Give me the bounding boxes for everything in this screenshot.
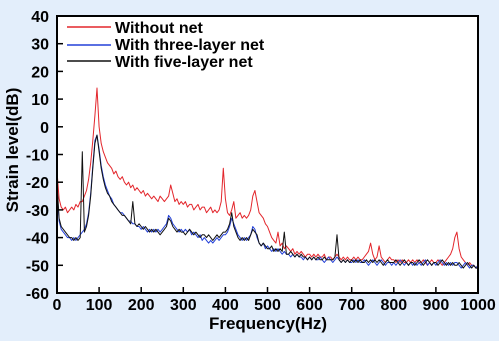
legend: Without net With three-layer net With fi… bbox=[67, 20, 265, 71]
x-tick-label: 1000 bbox=[460, 297, 496, 314]
y-tick-label: -40 bbox=[26, 231, 49, 248]
x-tick-label: 0 bbox=[53, 297, 62, 314]
series-line-without-net bbox=[57, 87, 478, 269]
x-tick-label: 300 bbox=[170, 297, 197, 314]
y-tick-label: -10 bbox=[26, 148, 49, 165]
plot-area bbox=[57, 16, 478, 293]
x-axis-label: Frequency(Hz) bbox=[209, 314, 327, 333]
x-tick-label: 600 bbox=[296, 297, 323, 314]
y-tick-label: -60 bbox=[26, 286, 49, 303]
x-tick-label: 400 bbox=[212, 297, 239, 314]
y-tick-label: 10 bbox=[31, 92, 49, 109]
x-tick-label: 200 bbox=[128, 297, 155, 314]
legend-label-three-layer-net: With three-layer net bbox=[115, 37, 265, 54]
y-tick-label: 30 bbox=[31, 37, 49, 54]
plot-frame bbox=[56, 15, 479, 294]
y-axis-label: Strain level(dB) bbox=[3, 88, 22, 213]
y-tick-label: 20 bbox=[31, 64, 49, 81]
x-tick-label: 800 bbox=[380, 297, 407, 314]
x-tick-label: 900 bbox=[423, 297, 450, 314]
y-tick-label: 40 bbox=[31, 9, 49, 26]
y-tick-label: 0 bbox=[40, 120, 49, 137]
y-tick-label: -20 bbox=[26, 175, 49, 192]
x-tick-label: 100 bbox=[86, 297, 113, 314]
legend-label-five-layer-net: With five-layer net bbox=[115, 54, 253, 71]
axis-ticks: 0 100 200 300 400 500 600 700 800 900 100040302010… bbox=[26, 9, 496, 314]
y-tick-label: -30 bbox=[26, 203, 49, 220]
x-tick-label: 700 bbox=[338, 297, 365, 314]
x-tick-label: 500 bbox=[254, 297, 281, 314]
series-line-with-five-layer-net bbox=[57, 134, 478, 269]
y-tick-label: -50 bbox=[26, 258, 49, 275]
legend-label-without-net: Without net bbox=[115, 20, 204, 37]
series-layer bbox=[57, 87, 478, 269]
